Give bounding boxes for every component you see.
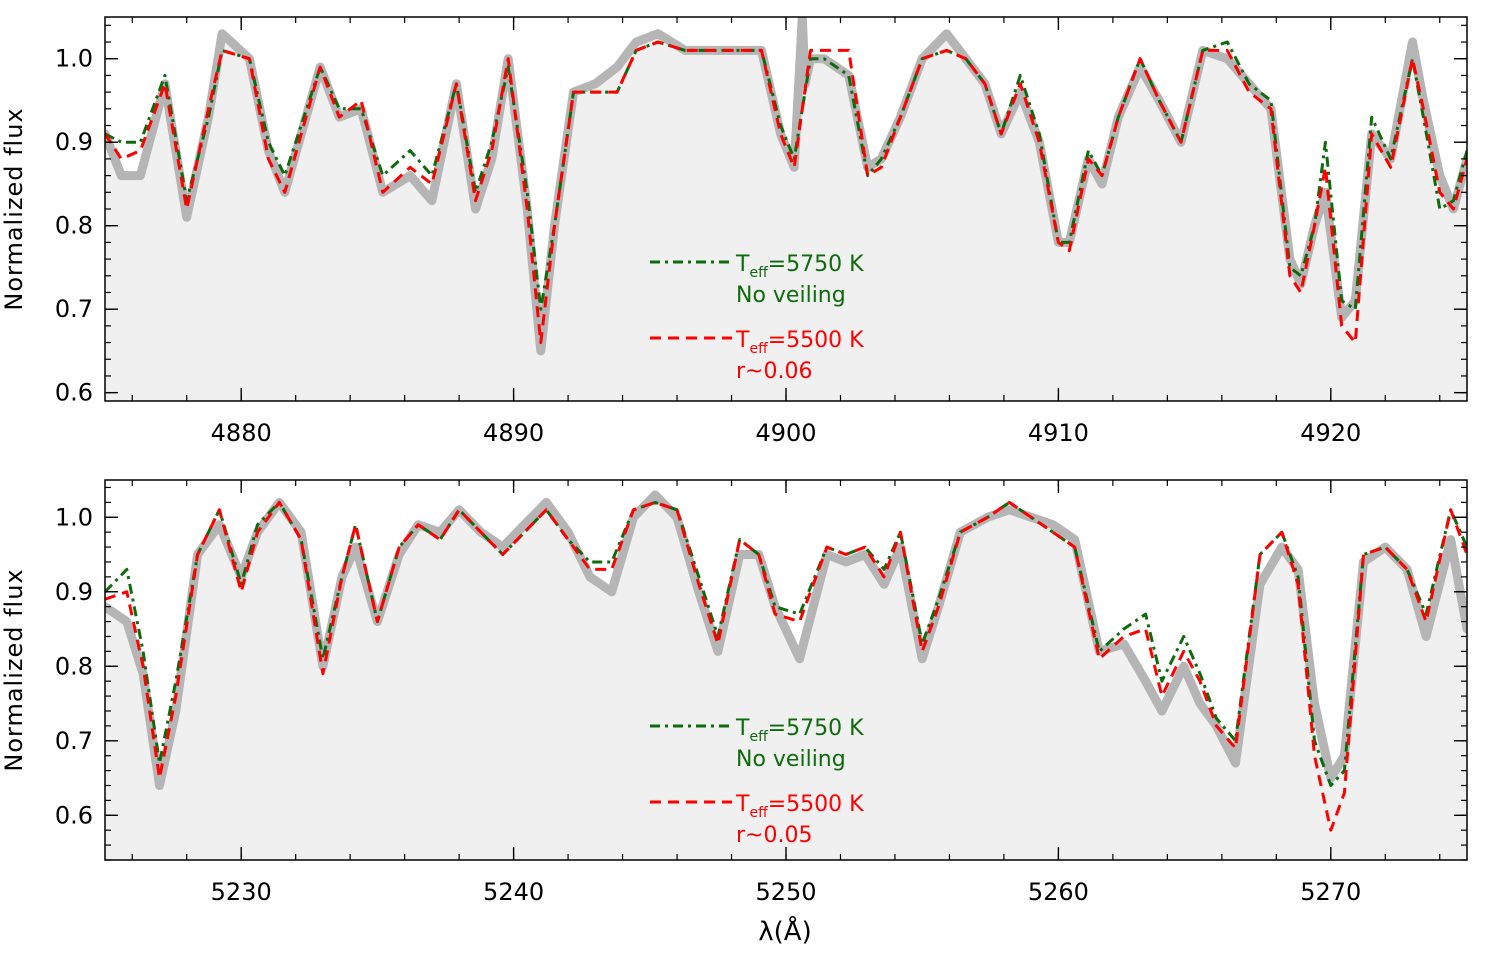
- y-tick-label: 0.8: [55, 652, 93, 680]
- y-tick-label: 0.6: [55, 801, 93, 829]
- x-tick-label: 5270: [1300, 878, 1361, 906]
- legend-label: Teff=5500 K: [735, 328, 864, 357]
- legend-label-line2: r~0.05: [736, 823, 812, 848]
- legend-label-subscript: eff: [749, 341, 768, 357]
- observed-spectrum-fill: [105, 494, 1467, 860]
- y-axis-label: Normalized flux: [0, 568, 28, 771]
- y-tick-label: 0.6: [55, 379, 93, 407]
- plot-area: [105, 490, 1467, 860]
- legend-label-value: =5750 K: [768, 252, 864, 277]
- x-tick-label: 4880: [211, 419, 272, 447]
- legend-label-symbol: T: [735, 252, 750, 277]
- y-tick-label: 0.7: [55, 295, 93, 323]
- legend-label-value: =5500 K: [768, 328, 864, 353]
- bottom-panel: 5230 5240 5250 5260 5270 0.6 0.7 0.8 0.9 1.0 Norma…: [0, 479, 1468, 906]
- y-tick-label: 0.9: [55, 128, 93, 156]
- legend-label-line2: No veiling: [736, 283, 846, 308]
- x-tick-label: 4920: [1300, 419, 1361, 447]
- legend-label-symbol: T: [735, 328, 750, 353]
- x-tick-label: 4890: [483, 419, 544, 447]
- y-axis-label: Normalized flux: [0, 107, 28, 310]
- legend-label: Teff=5750 K: [735, 716, 864, 745]
- legend-label: Teff=5500 K: [735, 792, 864, 821]
- y-tick-label: 1.0: [55, 45, 93, 73]
- legend-label: Teff=5750 K: [735, 252, 864, 281]
- legend-label-subscript: eff: [749, 265, 768, 281]
- x-tick-label: 5240: [483, 878, 544, 906]
- x-tick-label: 4910: [1028, 419, 1089, 447]
- x-tick-label: 4900: [755, 419, 816, 447]
- legend-label-subscript: eff: [749, 805, 768, 821]
- model-5750k-line: [105, 40, 1467, 311]
- legend-label-line2: No veiling: [736, 747, 846, 772]
- y-tick-label: 0.7: [55, 727, 93, 755]
- legend-label-value: =5500 K: [768, 792, 864, 817]
- legend-label-symbol: T: [735, 716, 750, 741]
- x-tick-label: 5230: [211, 878, 272, 906]
- y-tick-label: 1.0: [55, 503, 93, 531]
- top-panel: 4880 4890 4900 4910 4920 0.6 0.7 0.8 0.9 1.0 Norma…: [0, 16, 1468, 447]
- legend-label-symbol: T: [735, 792, 750, 817]
- legend-label-subscript: eff: [749, 729, 768, 745]
- model-5750k-line: [105, 500, 1467, 787]
- observed-spectrum-fill: [105, 17, 1467, 401]
- model-5500k-line: [105, 500, 1467, 832]
- legend-label-line2: r~0.06: [736, 359, 812, 384]
- x-axis-label: λ(Å): [758, 915, 811, 947]
- x-tick-label: 5250: [755, 878, 816, 906]
- y-tick-label: 0.8: [55, 212, 93, 240]
- plot-area: [105, 17, 1467, 401]
- legend-label-value: =5750 K: [768, 716, 864, 741]
- x-tick-label: 5260: [1028, 878, 1089, 906]
- y-tick-label: 0.9: [55, 578, 93, 606]
